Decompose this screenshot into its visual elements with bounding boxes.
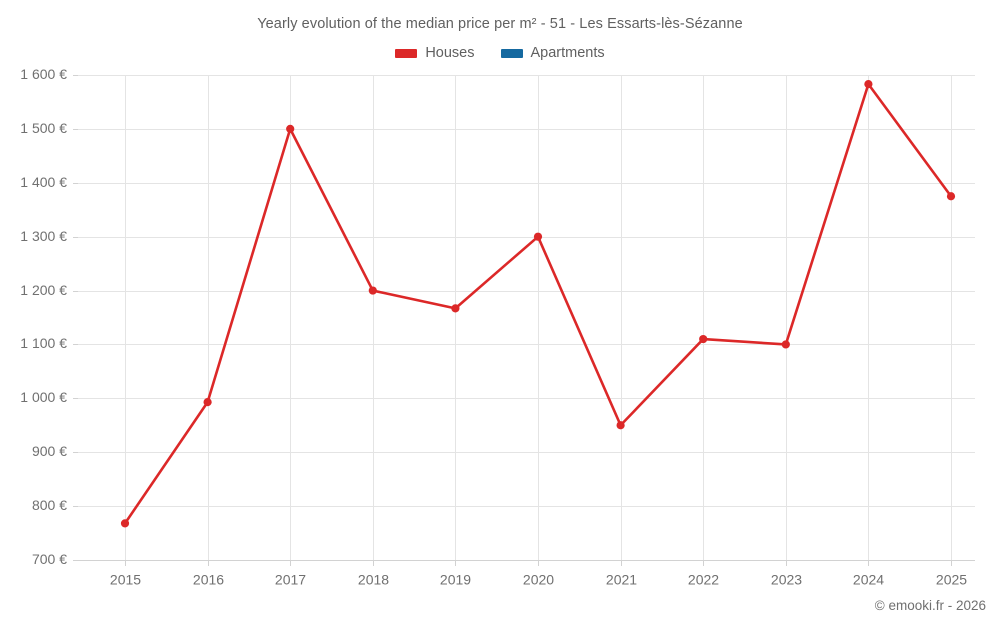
y-tick-label: 1 400 € [20, 174, 67, 190]
x-tick-label: 2020 [523, 571, 554, 587]
y-tick-label: 900 € [32, 443, 67, 459]
data-point-houses[interactable] [451, 304, 460, 313]
x-tick-label: 2018 [358, 571, 389, 587]
y-axis-tick-labels: 700 € 800 € 900 € 1 000 € 1 100 € 1 200 € 1 30… [20, 66, 67, 567]
data-point-houses[interactable] [864, 80, 873, 89]
data-point-houses[interactable] [781, 340, 790, 349]
vertical-gridlines [125, 75, 952, 566]
x-tick-label: 2017 [275, 571, 306, 587]
legend-label-apartments: Apartments [530, 45, 605, 61]
data-point-houses[interactable] [946, 192, 956, 201]
copyright-credit: © emooki.fr - 2026 [874, 598, 986, 613]
data-point-houses[interactable] [120, 519, 130, 528]
data-point-houses[interactable] [286, 124, 295, 133]
x-tick-label: 2025 [936, 571, 967, 587]
data-point-houses[interactable] [203, 398, 212, 407]
data-point-houses[interactable] [616, 421, 625, 430]
y-tick-label: 1 200 € [20, 282, 67, 298]
x-tick-label: 2022 [688, 571, 719, 587]
y-tick-label: 700 € [32, 551, 67, 567]
x-tick-label: 2016 [193, 571, 224, 587]
y-tick-label: 1 100 € [20, 335, 67, 351]
data-series-layer [120, 80, 956, 528]
legend-swatch-houses-icon [395, 48, 418, 58]
x-tick-label: 2024 [853, 571, 884, 587]
y-tick-label: 1 000 € [20, 389, 67, 405]
x-tick-label: 2015 [110, 571, 141, 587]
y-tick-label: 1 500 € [20, 120, 67, 136]
chart-title: Yearly evolution of the median price per… [257, 16, 743, 32]
legend-item-houses[interactable]: Houses [395, 45, 475, 61]
legend-swatch-apartments-icon [500, 48, 523, 58]
legend-label-houses: Houses [425, 45, 475, 61]
x-tick-label: 2023 [771, 571, 802, 587]
y-tick-label: 800 € [32, 497, 67, 513]
legend-item-apartments[interactable]: Apartments [500, 45, 605, 61]
horizontal-gridlines [73, 75, 975, 561]
chart-legend: Houses Apartments [0, 45, 1000, 61]
x-tick-label: 2021 [606, 571, 637, 587]
data-point-houses[interactable] [699, 334, 708, 344]
data-point-houses[interactable] [533, 232, 543, 241]
y-tick-label: 1 600 € [20, 66, 67, 82]
data-point-houses[interactable] [368, 286, 377, 295]
y-tick-label: 1 300 € [20, 228, 67, 244]
x-tick-label: 2019 [440, 571, 471, 587]
x-axis-tick-labels: 2015 2016 2017 2018 2019 2020 2021 2022 2023 2024… [110, 571, 967, 587]
